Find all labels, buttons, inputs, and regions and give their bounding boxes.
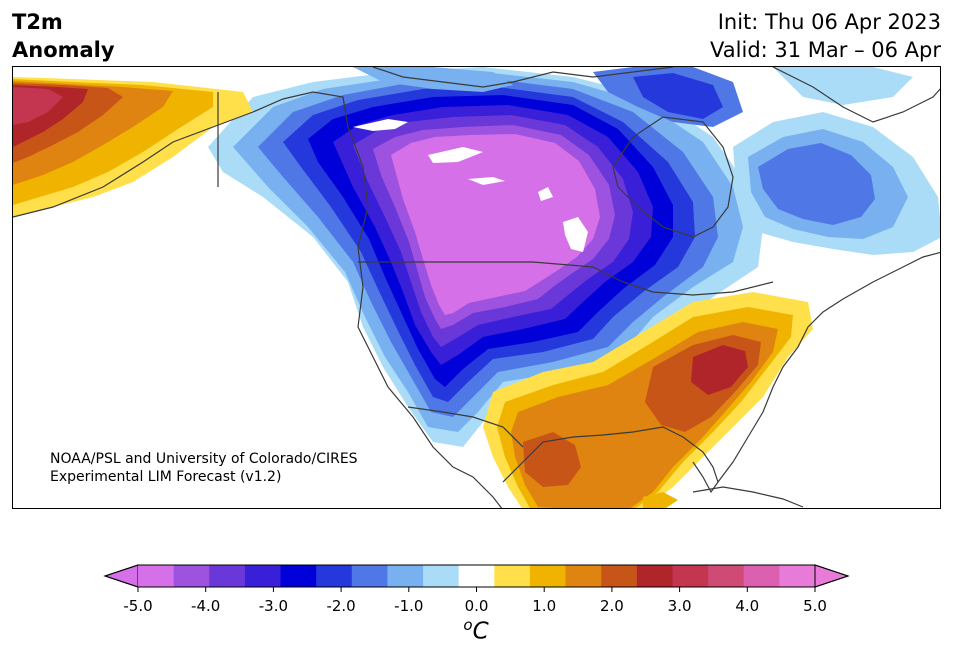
- map-panel: NOAA/PSL and University of Colorado/CIRE…: [12, 66, 941, 509]
- lake-2: [428, 147, 483, 163]
- colorbar-swatch: [423, 565, 460, 587]
- valid-period: Valid: 31 Mar – 06 Apr: [710, 38, 941, 62]
- colorbar-extend-max: [814, 564, 850, 588]
- colorbar-outline: [103, 564, 850, 588]
- colorbar-swatch: [280, 565, 317, 587]
- colorbar-swatch: [209, 565, 246, 587]
- colorbar-swatch: [244, 565, 282, 587]
- colorbar-swatch: [529, 565, 567, 587]
- gulf-coast: [502, 426, 719, 494]
- cold-anomaly-arctic-4: [773, 67, 913, 105]
- colorbar-swatch: [494, 565, 531, 587]
- arctic-islands-coast: [372, 67, 674, 88]
- lake-5: [563, 217, 588, 252]
- colorbar-tick-label: -4.0: [191, 597, 221, 615]
- colorbar-tick-label: 0.0: [464, 597, 489, 615]
- colorbar-swatch: [708, 565, 745, 587]
- credit-line1: NOAA/PSL and University of Colorado/CIRE…: [50, 451, 358, 467]
- forecast-dates: Init: Thu 06 Apr 2023 Valid: 31 Mar – 06…: [710, 8, 941, 64]
- warm-anomaly-alaska-6: [13, 87, 63, 125]
- colorbar-swatch: [387, 565, 424, 587]
- map-title: T2m Anomaly: [12, 8, 115, 64]
- colorbar-swatch: [316, 565, 353, 587]
- init-date: Init: Thu 06 Apr 2023: [717, 10, 941, 34]
- colorbar-swatch: [565, 565, 602, 587]
- colorbar-unit-main: C: [472, 618, 489, 645]
- colorbar-swatch: [173, 565, 210, 587]
- colorbar-swatch: [351, 565, 388, 587]
- warm-anomaly-se-5: [691, 345, 748, 395]
- cuba-coast: [692, 486, 804, 508]
- colorbar-swatch: [458, 565, 495, 587]
- lake-3: [468, 177, 505, 185]
- colorbar-swatch: [636, 565, 673, 587]
- us-canada-border: [358, 261, 774, 296]
- colorbar-tick-label: -1.0: [394, 597, 424, 615]
- warm-anomaly-tx-4: [523, 432, 581, 487]
- west-coast: [13, 91, 503, 508]
- colorbar-unit-sup: o: [463, 616, 473, 634]
- cold-anomaly-level-4.5: [391, 134, 600, 315]
- warm-anomaly-cuba: [643, 492, 678, 508]
- colorbar-tick-label: 5.0: [803, 597, 827, 615]
- coastlines-borders: [13, 67, 940, 508]
- credit-text: NOAA/PSL and University of Colorado/CIRE…: [50, 450, 358, 486]
- colorbar-tick-label: 3.0: [667, 597, 692, 615]
- anomaly-map: [13, 67, 940, 508]
- colorbar-tick-label: 4.0: [735, 597, 760, 615]
- colorbar-unit: oC: [463, 616, 488, 645]
- colorbar-swatch: [601, 565, 638, 587]
- colorbar-tick-label: 2.0: [599, 597, 624, 615]
- lake-4: [538, 187, 553, 201]
- us-mexico-border: [407, 406, 524, 448]
- lake-1: [353, 119, 408, 131]
- colorbar-tick-label: 1.0: [532, 597, 557, 615]
- colorbar-swatch: [743, 565, 780, 587]
- east-coast: [717, 251, 940, 483]
- colorbar-extend-min: [103, 564, 139, 588]
- colorbar-swatch: [138, 565, 175, 587]
- credit-line2: Experimental LIM Forecast (v1.2): [50, 469, 282, 485]
- map-title-line1: T2m: [12, 10, 63, 34]
- map-title-line2: Anomaly: [12, 38, 115, 62]
- colorbar-tick-label: -2.0: [326, 597, 356, 615]
- greenland-coast: [772, 67, 940, 123]
- colorbar-tick-label: -5.0: [123, 597, 153, 615]
- colorbar-tick-label: -3.0: [258, 597, 289, 615]
- lakes: [353, 119, 588, 252]
- colorbar-swatch: [779, 565, 816, 587]
- colorbar-swatch: [672, 565, 709, 587]
- anomaly-fields: [13, 67, 940, 508]
- cold-anomaly-arctic-2: [633, 73, 723, 119]
- cold-anomaly-east-3: [758, 143, 875, 225]
- hudson-bay: [612, 116, 734, 238]
